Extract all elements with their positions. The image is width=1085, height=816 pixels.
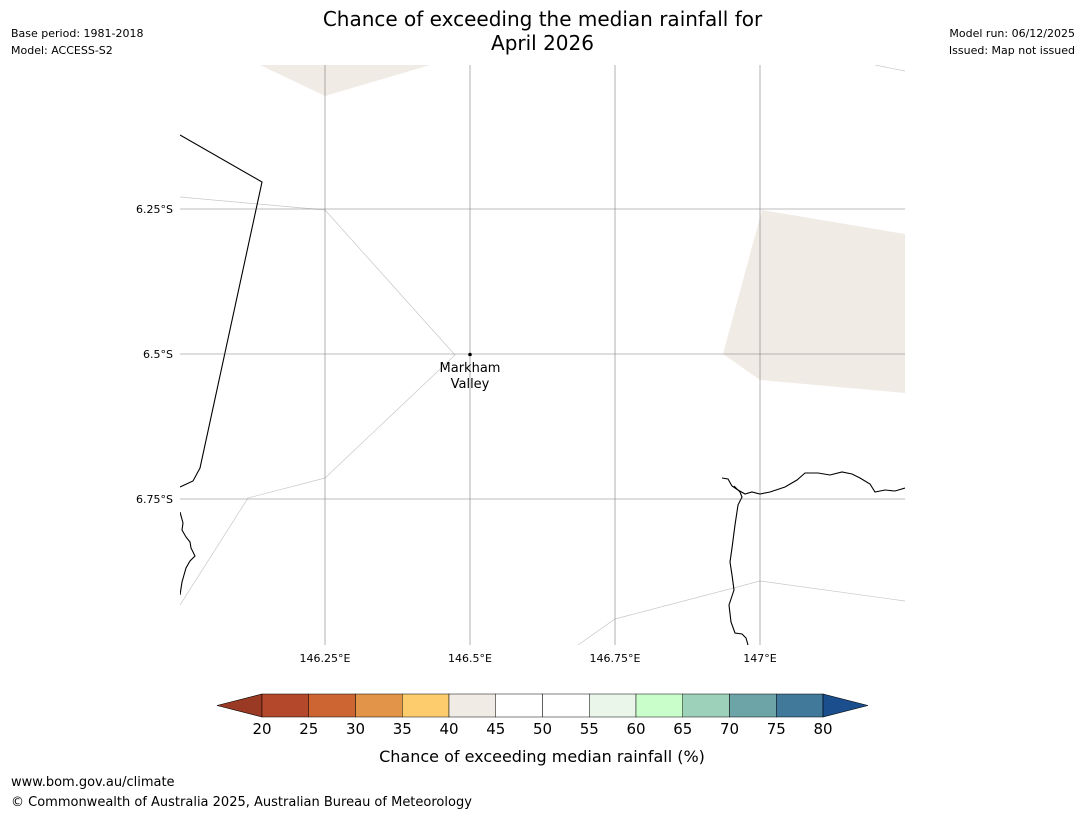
colorbar-tick-label: 65 [673,720,692,738]
colorbar-tick-label: 45 [486,720,505,738]
model-name: Model: ACCESS-S2 [11,44,113,57]
colorbar-ticks: 20 25 30 35 40 45 50 55 60 65 70 75 80 [252,720,832,738]
lon-label: 146.75°E [590,652,641,665]
land-region-north [260,65,430,96]
lon-label: 146.5°E [448,652,492,665]
colorbar-tick-label: 40 [439,720,458,738]
boundary-line [180,196,456,606]
colorbar-segment [308,693,356,718]
land-region-east [723,210,905,393]
colorbar-extend-high [822,693,869,718]
lat-label: 6.5°S [143,348,173,361]
title-line-1: Chance of exceeding the median rainfall … [322,7,763,31]
colorbar-segment [635,693,683,718]
colorbar-segment [542,693,590,718]
colorbar-tick-label: 75 [767,720,786,738]
page-title: Chance of exceeding the median rainfall … [0,7,1085,55]
boundary-line [577,580,905,645]
colorbar-legend [216,693,869,718]
colorbar-segment [355,693,403,718]
colorbar-tick-label: 80 [813,720,832,738]
coastline [180,511,196,596]
colorbar-segment [776,693,824,718]
coastline [721,471,905,495]
map-area[interactable] [180,65,905,645]
colorbar-tick-label: 20 [252,720,271,738]
lon-label: 146.25°E [300,652,351,665]
colorbar-segment [402,693,450,718]
coastline [180,134,263,488]
boundary-line [874,65,905,72]
place-label-line1: Markham [440,361,501,376]
colorbar-tick-label: 35 [393,720,412,738]
colorbar-segment [495,693,543,718]
issued-status: Issued: Map not issued [948,44,1075,57]
lon-label: 147°E [743,652,776,665]
lat-label: 6.75°S [136,493,173,506]
gridlines [180,65,905,645]
footer-copyright: © Commonwealth of Australia 2025, Austra… [11,795,472,810]
colorbar-tick-label: 55 [580,720,599,738]
footer-url[interactable]: www.bom.gov.au/climate [11,775,175,790]
colorbar-segment [261,693,309,718]
location-marker[interactable] [468,352,472,357]
colorbar-label: Chance of exceeding median rainfall (%) [379,747,705,766]
base-period: Base period: 1981-2018 [11,27,144,40]
colorbar-extend-low [216,693,263,718]
title-line-2: April 2026 [491,31,594,55]
lat-label: 6.25°S [136,203,173,216]
colorbar-tick-label: 30 [346,720,365,738]
colorbar-segment [682,693,730,718]
colorbar-tick-label: 70 [720,720,739,738]
model-run: Model run: 06/12/2025 [949,27,1075,40]
colorbar-tick-label: 25 [299,720,318,738]
place-label-line2: Valley [451,377,490,392]
colorbar-tick-label: 60 [626,720,645,738]
coastline [728,485,749,645]
colorbar-tick-label: 50 [533,720,552,738]
colorbar-segment [448,693,496,718]
colorbar-segment [589,693,637,718]
colorbar-segment [729,693,777,718]
